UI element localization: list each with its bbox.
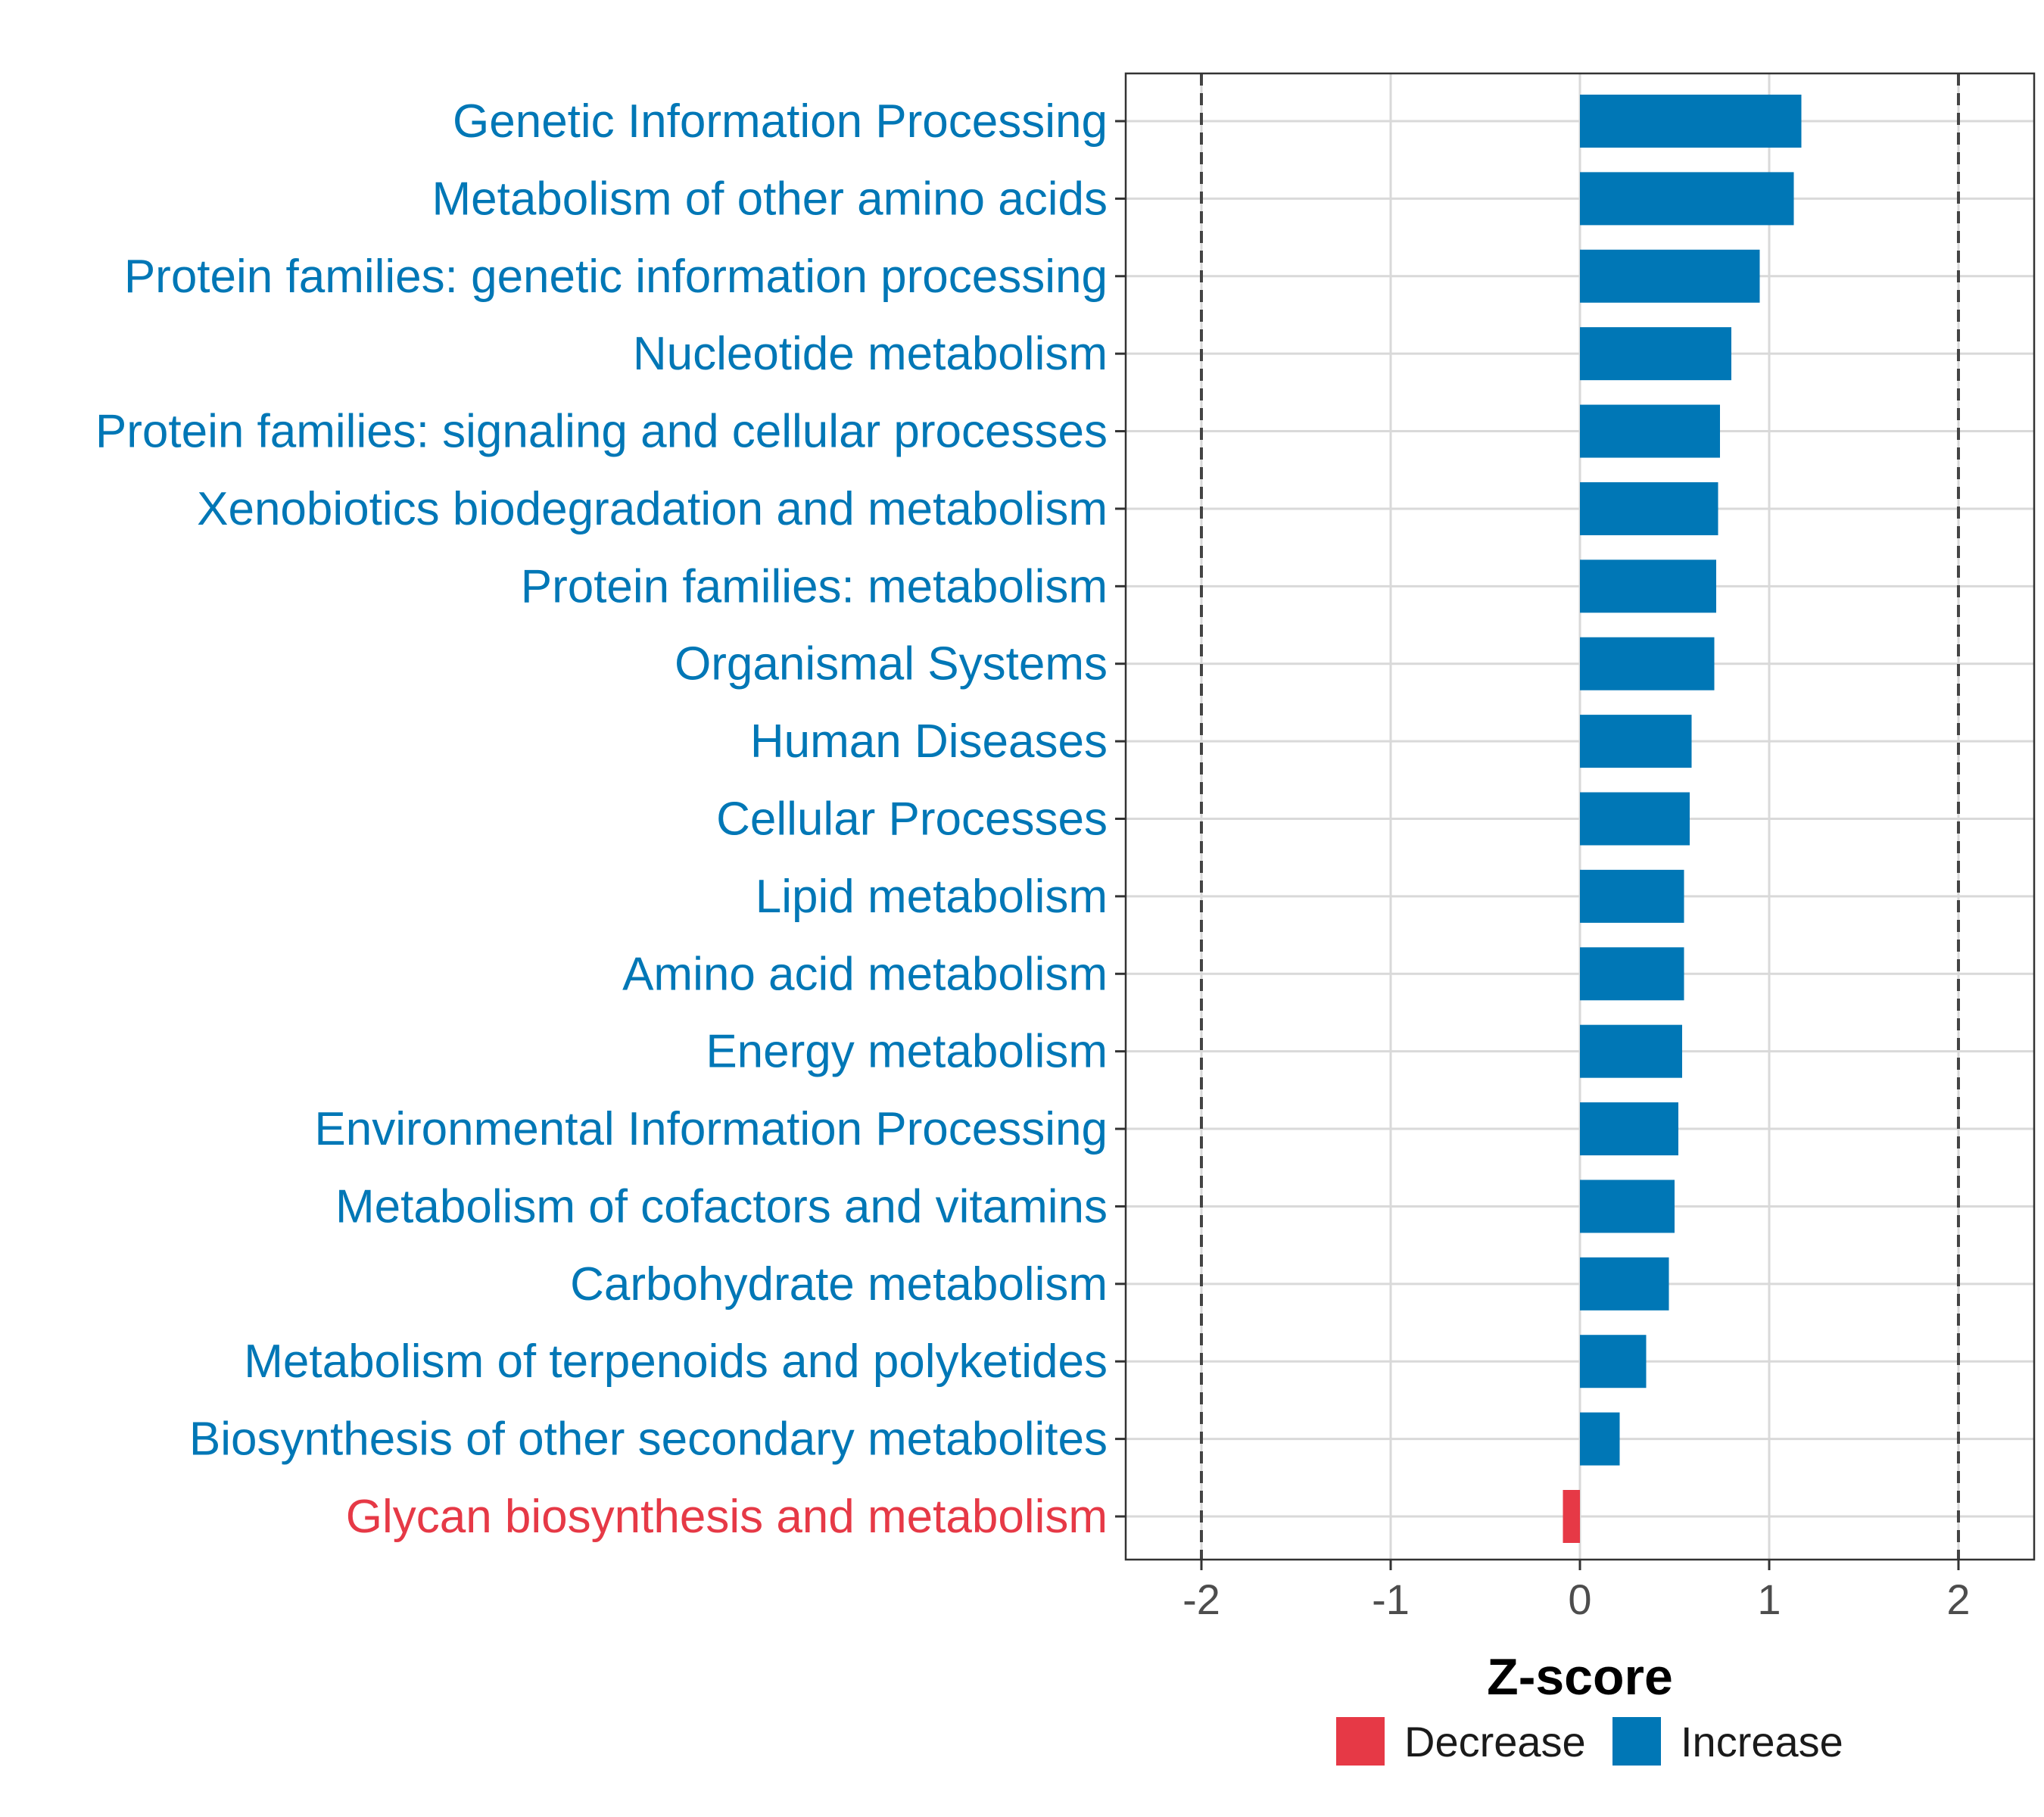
category-label: Xenobiotics biodegradation and metabolis… (197, 483, 1108, 535)
bar-8 (1580, 637, 1715, 690)
category-label: Amino acid metabolism (622, 948, 1108, 1000)
bar-6 (1580, 482, 1718, 535)
category-label: Cellular Processes (716, 793, 1108, 846)
category-label: Carbohydrate metabolism (570, 1258, 1108, 1311)
legend: Decrease Increase (1336, 1717, 1843, 1766)
bar-13 (1580, 1024, 1682, 1078)
category-label: Protein families: genetic information pr… (124, 251, 1108, 303)
bar-17 (1580, 1335, 1647, 1388)
bar-14 (1580, 1102, 1678, 1156)
category-label: Energy metabolism (706, 1026, 1108, 1078)
legend-label-increase: Increase (1681, 1718, 1843, 1766)
category-label: Nucleotide metabolism (633, 328, 1108, 380)
x-tick-label: 2 (1946, 1575, 1970, 1623)
category-label: Glycan biosynthesis and metabolism (346, 1491, 1108, 1543)
bar-5 (1580, 404, 1720, 458)
category-label: Metabolism of terpenoids and polyketides (244, 1335, 1108, 1388)
bar-16 (1580, 1257, 1669, 1311)
bar-18 (1580, 1412, 1620, 1466)
bar-11 (1580, 869, 1684, 923)
x-tick-label: 1 (1757, 1575, 1781, 1623)
x-tick-label: -2 (1182, 1575, 1220, 1623)
x-axis-title: Z-score (1487, 1648, 1673, 1706)
bar-2 (1580, 172, 1794, 226)
bar-12 (1580, 947, 1684, 1001)
category-label: Biosynthesis of other secondary metaboli… (189, 1413, 1108, 1466)
y-axis-labels: Genetic Information Processing Metabolism… (95, 95, 1108, 1543)
bar-10 (1580, 792, 1690, 846)
category-label: Protein families: signaling and cellular… (95, 406, 1108, 458)
bar-3 (1580, 249, 1760, 303)
bar-9 (1580, 715, 1692, 768)
bar-4 (1580, 327, 1731, 381)
x-tick-label: -1 (1372, 1575, 1410, 1623)
category-label: Metabolism of cofactors and vitamins (335, 1180, 1108, 1233)
legend-swatch-decrease (1336, 1717, 1385, 1766)
category-label: Lipid metabolism (756, 871, 1108, 923)
legend-label-decrease: Decrease (1404, 1718, 1586, 1766)
category-label: Environmental Information Processing (314, 1103, 1108, 1155)
category-label: Human Diseases (750, 715, 1108, 768)
category-label: Metabolism of other amino acids (432, 173, 1108, 225)
bar-7 (1580, 559, 1716, 613)
x-tick-label: 0 (1568, 1575, 1591, 1623)
y-axis-ticks (1115, 120, 1126, 1518)
legend-swatch-increase (1612, 1717, 1661, 1766)
category-label: Protein families: metabolism (521, 560, 1108, 612)
reference-lines (1200, 73, 1960, 1560)
bar-15 (1580, 1180, 1675, 1233)
x-axis-ticks: -2 -1 0 1 2 (1182, 1560, 1971, 1623)
bar-1 (1580, 95, 1802, 148)
category-label: Genetic Information Processing (453, 95, 1108, 148)
category-label: Organismal Systems (675, 638, 1108, 690)
bar-layer (1563, 95, 1802, 1543)
bar-19 (1563, 1490, 1580, 1543)
